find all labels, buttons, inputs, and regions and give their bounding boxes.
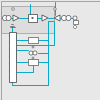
Polygon shape — [13, 15, 19, 21]
Polygon shape — [54, 15, 60, 21]
Bar — [28, 37, 38, 43]
Polygon shape — [32, 57, 34, 59]
Circle shape — [66, 16, 71, 20]
Circle shape — [74, 26, 76, 28]
Circle shape — [6, 16, 11, 20]
Circle shape — [29, 51, 33, 55]
Circle shape — [12, 8, 14, 10]
Circle shape — [73, 16, 77, 20]
Bar — [8, 32, 16, 82]
Bar — [73, 20, 78, 24]
Bar — [28, 59, 38, 65]
Circle shape — [2, 16, 8, 20]
Bar — [28, 14, 37, 22]
Circle shape — [62, 16, 66, 20]
Polygon shape — [32, 46, 34, 48]
Circle shape — [32, 17, 33, 19]
Circle shape — [54, 8, 56, 10]
Polygon shape — [42, 15, 48, 21]
Bar — [1, 6, 54, 33]
Circle shape — [33, 51, 37, 55]
